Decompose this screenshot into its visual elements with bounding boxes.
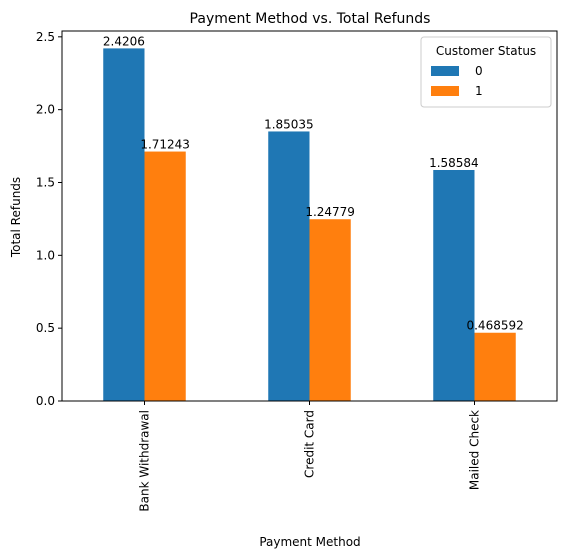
- x-axis-label: Payment Method: [259, 535, 360, 549]
- bar-bank-withdrawal-series-0: [103, 48, 145, 401]
- legend-swatch-series-0: [431, 66, 459, 76]
- x-tick-label: Mailed Check: [468, 410, 482, 490]
- y-tick-label: 2.0: [36, 103, 55, 117]
- y-tick-label: 2.5: [36, 30, 55, 44]
- bar-bank-withdrawal-series-1: [144, 151, 186, 401]
- legend-swatch-series-1: [431, 86, 459, 96]
- legend-entry-label: 1: [475, 84, 483, 98]
- data-label: 0.468592: [466, 319, 523, 333]
- y-tick-label: 1.5: [36, 175, 55, 189]
- legend-entry-label: 0: [475, 64, 483, 78]
- x-tick-label: Bank Withdrawal: [138, 410, 152, 512]
- data-label: 1.85035: [264, 117, 314, 131]
- data-label: 2.4206: [103, 34, 145, 48]
- bar-credit-card-series-1: [309, 219, 351, 401]
- plot-area: 2.4206 1.85035 1.58584 1.71243 1.24779 0.4685…: [36, 30, 558, 512]
- y-axis-label: Total Refunds: [9, 177, 23, 258]
- data-label: 1.71243: [140, 138, 190, 152]
- data-label: 1.24779: [305, 205, 355, 219]
- legend-title: Customer Status: [436, 44, 536, 58]
- bar-mailed-check-series-1: [474, 332, 516, 401]
- bar-mailed-check-series-0: [433, 169, 475, 401]
- legend-entries: 01: [431, 64, 483, 98]
- y-tick-label: 0.5: [36, 321, 55, 335]
- data-label: 1.58584: [429, 156, 479, 170]
- x-tick-label: Credit Card: [303, 410, 317, 478]
- legend: Customer Status 01: [420, 36, 552, 108]
- y-tick-label: 1.0: [36, 248, 55, 262]
- chart-title: Payment Method vs. Total Refunds: [190, 11, 431, 27]
- y-tick-label: 0.0: [36, 394, 55, 408]
- bar-credit-card-series-0: [268, 131, 310, 402]
